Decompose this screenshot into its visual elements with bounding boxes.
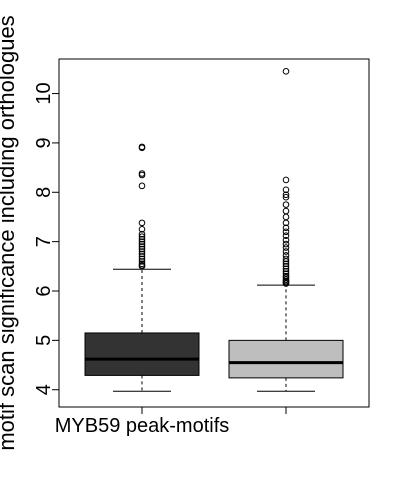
outlier-point — [282, 193, 290, 201]
y-axis: 4 5 6 7 8 9 10 — [33, 82, 60, 395]
box-group — [84, 143, 200, 392]
y-tick-label: 9 — [33, 137, 55, 148]
y-tick-label: 6 — [33, 285, 55, 296]
outlier-point — [138, 225, 146, 233]
outlier-point — [138, 250, 146, 258]
outlier-point — [282, 232, 290, 240]
outlier-point — [138, 170, 146, 177]
outlier-point — [138, 235, 146, 243]
outlier-point — [282, 207, 290, 215]
outlier-point — [282, 240, 290, 248]
y-tick-label: 4 — [33, 384, 55, 395]
outlier-point — [138, 243, 146, 250]
x-axis: MYB59 peak-motifs — [55, 406, 287, 437]
outlier-point — [138, 238, 146, 245]
y-tick-label: 5 — [33, 335, 55, 346]
outlier-point — [282, 213, 290, 221]
outlier-point — [282, 186, 290, 194]
outlier-point — [282, 201, 290, 208]
outlier-point — [138, 253, 146, 260]
iqr-box — [84, 332, 200, 376]
outlier-point — [282, 228, 290, 236]
outlier-point — [138, 233, 146, 241]
outlier-point — [282, 191, 290, 199]
outlier-point — [282, 224, 290, 232]
outlier-point — [282, 272, 290, 280]
outlier-point — [138, 240, 146, 248]
outlier-point — [282, 255, 290, 263]
y-axis-label: motif scan significance including orthol… — [0, 15, 19, 450]
outlier-point — [282, 267, 290, 275]
outlier-point — [138, 230, 146, 238]
outlier-point — [138, 182, 146, 190]
outlier-point — [138, 248, 146, 255]
outlier-point — [138, 258, 146, 265]
outlier-point — [282, 68, 290, 75]
box-group — [228, 68, 344, 392]
outlier-point — [138, 255, 146, 263]
iqr-box — [228, 339, 344, 379]
outlier-point — [282, 252, 290, 259]
outlier-point — [282, 270, 290, 278]
outlier-point — [282, 248, 290, 255]
y-tick-label: 8 — [33, 187, 55, 198]
outlier-point — [138, 260, 146, 268]
y-tick-label: 7 — [33, 236, 55, 247]
y-tick-label: 10 — [33, 82, 55, 104]
outlier-point — [138, 245, 146, 253]
outlier-point — [282, 236, 290, 244]
x-tick-label: MYB59 peak-motifs — [55, 415, 230, 437]
outlier-point — [282, 265, 290, 273]
outlier-point — [282, 260, 290, 268]
outlier-point — [282, 263, 290, 270]
outlier-point — [282, 176, 290, 184]
boxes — [84, 68, 344, 392]
outlier-point — [138, 219, 146, 227]
outlier-point — [282, 244, 290, 251]
outlier-point — [138, 143, 146, 151]
